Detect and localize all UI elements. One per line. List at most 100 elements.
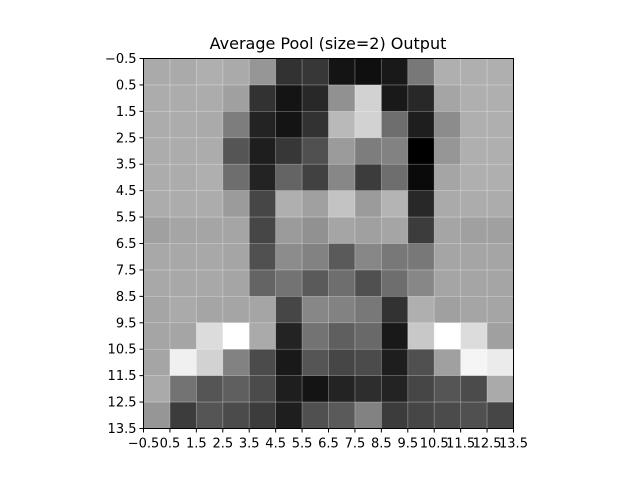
heatmap-cell-r4-c0 bbox=[143, 164, 171, 192]
heatmap-cell-r11-c12 bbox=[460, 349, 488, 377]
heatmap-cell-r0-c12 bbox=[460, 58, 488, 86]
heatmap-cell-r7-c6 bbox=[302, 243, 329, 271]
heatmap-cell-r13-c1 bbox=[169, 402, 197, 429]
heatmap-cells bbox=[143, 58, 514, 429]
heatmap-cell-r5-c0 bbox=[143, 190, 171, 218]
heatmap-cell-r10-c7 bbox=[328, 322, 356, 350]
heatmap-cell-r4-c5 bbox=[275, 164, 303, 192]
heatmap-cell-r5-c10 bbox=[407, 190, 435, 218]
heatmap-cell-r9-c6 bbox=[302, 296, 329, 324]
chart-title: Average Pool (size=2) Output bbox=[210, 34, 447, 53]
heatmap-cell-r5-c8 bbox=[354, 190, 382, 218]
y-tick-label: 2.5 bbox=[116, 131, 137, 146]
heatmap-cell-r11-c6 bbox=[302, 349, 329, 377]
heatmap-cell-r3-c4 bbox=[249, 137, 277, 165]
heatmap-cell-r13-c7 bbox=[328, 402, 356, 429]
heatmap-cell-r1-c12 bbox=[460, 84, 488, 112]
heatmap-cell-r13-c5 bbox=[275, 402, 303, 429]
heatmap-cell-r9-c5 bbox=[275, 296, 303, 324]
heatmap-cell-r2-c0 bbox=[143, 111, 171, 139]
heatmap-cell-r10-c6 bbox=[302, 322, 329, 350]
heatmap-cell-r12-c12 bbox=[460, 375, 488, 403]
heatmap-cell-r6-c6 bbox=[302, 217, 329, 244]
heatmap-cell-r13-c6 bbox=[302, 402, 329, 429]
heatmap-cell-r1-c7 bbox=[328, 84, 356, 112]
heatmap-cell-r3-c3 bbox=[222, 137, 250, 165]
heatmap-cell-r10-c4 bbox=[249, 322, 277, 350]
heatmap-cell-r12-c0 bbox=[143, 375, 171, 403]
heatmap-cell-r12-c13 bbox=[487, 375, 514, 403]
heatmap-cell-r4-c7 bbox=[328, 164, 356, 192]
heatmap-cell-r2-c2 bbox=[196, 111, 224, 139]
heatmap-cell-r9-c10 bbox=[407, 296, 435, 324]
x-tick-label: 13.5 bbox=[499, 437, 528, 452]
heatmap-cell-r6-c8 bbox=[354, 217, 382, 244]
heatmap-cell-r3-c12 bbox=[460, 137, 488, 165]
heatmap-cell-r8-c13 bbox=[487, 269, 514, 297]
heatmap-cell-r8-c2 bbox=[196, 269, 224, 297]
heatmap-cell-r3-c10 bbox=[407, 137, 435, 165]
heatmap-cell-r0-c11 bbox=[434, 58, 462, 86]
heatmap-cell-r9-c2 bbox=[196, 296, 224, 324]
heatmap-cell-r7-c0 bbox=[143, 243, 171, 271]
heatmap-cell-r3-c5 bbox=[275, 137, 303, 165]
heatmap-cell-r12-c7 bbox=[328, 375, 356, 403]
heatmap-cell-r8-c4 bbox=[249, 269, 277, 297]
heatmap-cell-r0-c9 bbox=[381, 58, 409, 86]
heatmap-cell-r5-c4 bbox=[249, 190, 277, 218]
heatmap-cell-r0-c2 bbox=[196, 58, 224, 86]
heatmap-cell-r12-c6 bbox=[302, 375, 329, 403]
heatmap-cell-r6-c10 bbox=[407, 217, 435, 244]
heatmap-cell-r8-c10 bbox=[407, 269, 435, 297]
heatmap-cell-r13-c11 bbox=[434, 402, 462, 429]
heatmap-cell-r5-c1 bbox=[169, 190, 197, 218]
heatmap-cell-r9-c11 bbox=[434, 296, 462, 324]
heatmap-cell-r12-c10 bbox=[407, 375, 435, 403]
heatmap-cell-r0-c4 bbox=[249, 58, 277, 86]
heatmap-cell-r7-c2 bbox=[196, 243, 224, 271]
heatmap-cell-r6-c9 bbox=[381, 217, 409, 244]
heatmap-cell-r5-c7 bbox=[328, 190, 356, 218]
heatmap-cell-r10-c12 bbox=[460, 322, 488, 350]
heatmap-cell-r11-c3 bbox=[222, 349, 250, 377]
heatmap-cell-r11-c4 bbox=[249, 349, 277, 377]
heatmap-cell-r7-c4 bbox=[249, 243, 277, 271]
heatmap-cell-r4-c3 bbox=[222, 164, 250, 192]
heatmap-cell-r2-c1 bbox=[169, 111, 197, 139]
heatmap-cell-r13-c9 bbox=[381, 402, 409, 429]
heatmap-cell-r5-c13 bbox=[487, 190, 514, 218]
heatmap-cell-r9-c4 bbox=[249, 296, 277, 324]
heatmap-cell-r4-c12 bbox=[460, 164, 488, 192]
heatmap-cell-r6-c2 bbox=[196, 217, 224, 244]
heatmap-cell-r4-c6 bbox=[302, 164, 329, 192]
heatmap-cell-r9-c3 bbox=[222, 296, 250, 324]
heatmap-cell-r5-c9 bbox=[381, 190, 409, 218]
heatmap-cell-r9-c1 bbox=[169, 296, 197, 324]
heatmap-cell-r12-c11 bbox=[434, 375, 462, 403]
heatmap-cell-r10-c11 bbox=[434, 322, 462, 350]
heatmap-cell-r1-c8 bbox=[354, 84, 382, 112]
heatmap-cell-r4-c1 bbox=[169, 164, 197, 192]
heatmap-cell-r9-c7 bbox=[328, 296, 356, 324]
y-tick-label: 7.5 bbox=[116, 263, 137, 278]
heatmap-cell-r3-c6 bbox=[302, 137, 329, 165]
y-tick-label: 9.5 bbox=[116, 316, 137, 331]
heatmap-cell-r11-c11 bbox=[434, 349, 462, 377]
heatmap-cell-r8-c9 bbox=[381, 269, 409, 297]
heatmap-cell-r5-c6 bbox=[302, 190, 329, 218]
heatmap-cell-r12-c9 bbox=[381, 375, 409, 403]
heatmap-cell-r1-c1 bbox=[169, 84, 197, 112]
heatmap-cell-r7-c1 bbox=[169, 243, 197, 271]
heatmap-cell-r13-c0 bbox=[143, 402, 171, 429]
heatmap-cell-r12-c5 bbox=[275, 375, 303, 403]
heatmap-cell-r5-c12 bbox=[460, 190, 488, 218]
heatmap-cell-r5-c11 bbox=[434, 190, 462, 218]
heatmap-cell-r4-c2 bbox=[196, 164, 224, 192]
heatmap-cell-r12-c2 bbox=[196, 375, 224, 403]
heatmap-cell-r7-c11 bbox=[434, 243, 462, 271]
heatmap-cell-r8-c11 bbox=[434, 269, 462, 297]
y-tick-label: 10.5 bbox=[108, 343, 137, 358]
heatmap-cell-r1-c5 bbox=[275, 84, 303, 112]
heatmap-cell-r11-c5 bbox=[275, 349, 303, 377]
heatmap-cell-r8-c1 bbox=[169, 269, 197, 297]
